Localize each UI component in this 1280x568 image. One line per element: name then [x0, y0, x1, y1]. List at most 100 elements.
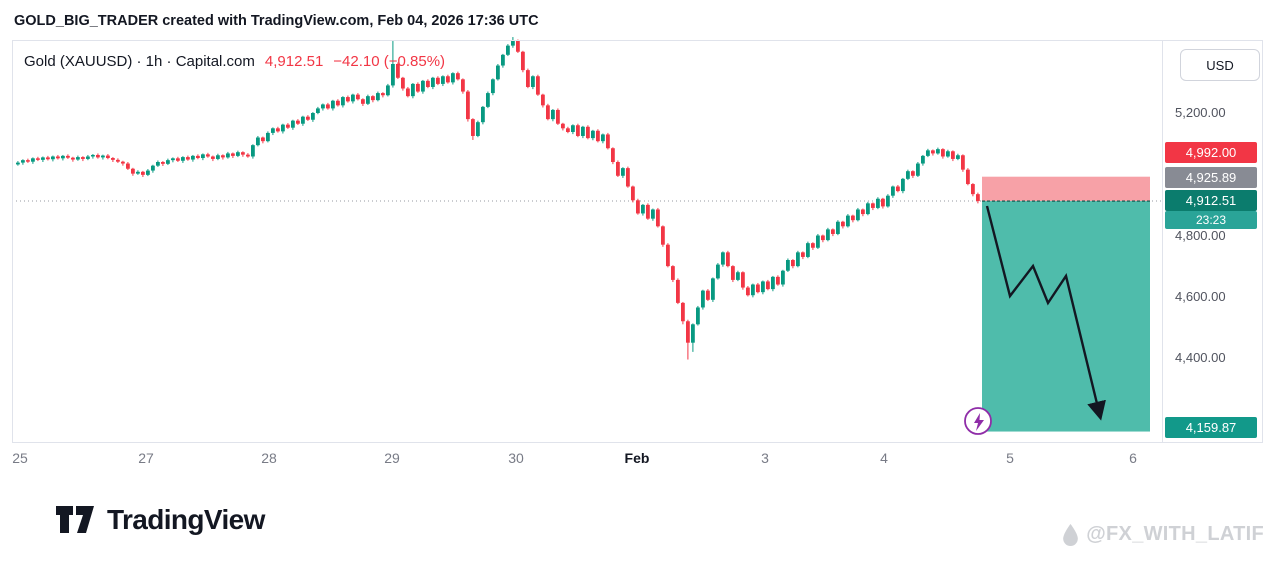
candle-body — [926, 150, 930, 156]
tradingview-logo[interactable]: TradingView — [56, 504, 265, 536]
candle-body — [511, 41, 515, 46]
candle-body — [376, 93, 380, 101]
candle-body — [211, 156, 215, 159]
candle-body — [241, 152, 245, 155]
candle-body — [731, 266, 735, 280]
candle-body — [591, 130, 595, 139]
candle-body — [741, 272, 745, 288]
chart-plot[interactable] — [12, 37, 1162, 443]
time-label: 4 — [880, 450, 888, 466]
price-axis[interactable]: 5,200.00 4,800.00 4,600.00 4,400.00 4,992.00… — [1162, 40, 1280, 443]
candle-body — [951, 151, 955, 159]
candle-body — [311, 113, 315, 120]
candle-body — [486, 93, 490, 107]
candle-body — [336, 100, 340, 106]
candle-body — [896, 186, 900, 192]
candle-body — [271, 128, 275, 133]
candle-body — [541, 94, 545, 106]
candle-body — [16, 162, 20, 165]
currency-toggle-button[interactable]: USD — [1180, 49, 1260, 81]
candle-body — [411, 83, 415, 97]
candle-body — [866, 203, 870, 215]
tradingview-logo-icon — [56, 506, 94, 533]
candle-body — [756, 284, 760, 293]
last-price-badge: 4,912.51 — [1165, 189, 1257, 211]
time-label: Feb — [624, 450, 650, 466]
candle-body — [841, 221, 845, 227]
candle-body — [61, 155, 65, 159]
page-title: GOLD_BIG_TRADER created with TradingView… — [14, 13, 539, 29]
candle-body — [201, 154, 205, 159]
candle-body — [716, 264, 720, 279]
candle-body — [276, 128, 280, 132]
chart-legend[interactable]: Gold (XAUUSD) · 1h · Capital.com 4,912.5… — [24, 53, 445, 70]
candle-body — [216, 155, 220, 159]
candle-body — [426, 80, 430, 87]
candle-body — [146, 170, 150, 175]
candle-body — [166, 160, 170, 164]
time-axis[interactable]: 25 27 28 29 30 Feb 3 4 5 6 — [12, 444, 1162, 470]
candle-body — [921, 155, 925, 164]
candle-body — [871, 203, 875, 208]
candle-body — [846, 215, 850, 227]
candle-body — [836, 221, 840, 234]
candle-body — [231, 153, 235, 156]
candle-body — [186, 157, 190, 160]
candle-body — [551, 109, 555, 120]
tradingview-wordmark: TradingView — [107, 504, 265, 535]
candle-body — [596, 130, 600, 142]
candle-body — [161, 162, 165, 164]
candle-body — [536, 76, 540, 95]
time-label: 3 — [761, 450, 769, 466]
candle-body — [911, 171, 915, 176]
candle-body — [956, 155, 960, 159]
candle-body — [666, 244, 670, 267]
candle-body — [876, 198, 880, 208]
candle-body — [671, 266, 675, 280]
candle-body — [931, 150, 935, 154]
candle-body — [546, 105, 550, 120]
time-label: 5 — [1006, 450, 1014, 466]
candle-body — [291, 120, 295, 128]
candle-body — [56, 156, 60, 159]
candle-body — [41, 157, 45, 160]
candle-body — [521, 51, 525, 71]
candle-body — [826, 229, 830, 241]
time-label: 28 — [261, 450, 277, 466]
candle-body — [51, 156, 55, 160]
price-change-value: −42.10 (−0.85%) — [333, 53, 446, 70]
candle-body — [136, 171, 140, 174]
short-position-stop-zone — [982, 176, 1150, 202]
candle-body — [456, 73, 460, 80]
candle-body — [886, 195, 890, 207]
candle-body — [516, 41, 520, 52]
candle-body — [561, 123, 565, 129]
candle-body — [386, 85, 390, 96]
candle-body — [746, 287, 750, 296]
candle-body — [396, 64, 400, 78]
candle-body — [891, 186, 895, 196]
symbol-title[interactable]: Gold (XAUUSD) · 1h · Capital.com — [24, 53, 255, 70]
candle-body — [91, 154, 95, 157]
candle-body — [416, 83, 420, 92]
candle-body — [361, 99, 365, 104]
candle-body — [251, 145, 255, 157]
candle-body — [816, 235, 820, 248]
candle-body — [441, 76, 445, 84]
candle-body — [971, 184, 975, 195]
candle-body — [96, 154, 100, 158]
time-label: 30 — [508, 450, 524, 466]
candle-body — [296, 120, 300, 124]
candle-body — [976, 194, 980, 202]
candle-body — [331, 100, 335, 109]
candle-body — [26, 160, 30, 162]
candle-body — [686, 321, 690, 343]
candle-body — [861, 209, 865, 215]
candle-body — [626, 168, 630, 187]
candle-body — [101, 155, 105, 158]
candle-body — [726, 252, 730, 267]
author-watermark: @FX_WITH_LATIF — [1062, 523, 1264, 546]
candle-body — [706, 290, 710, 300]
candle-body — [526, 70, 530, 87]
candle-body — [481, 106, 485, 123]
